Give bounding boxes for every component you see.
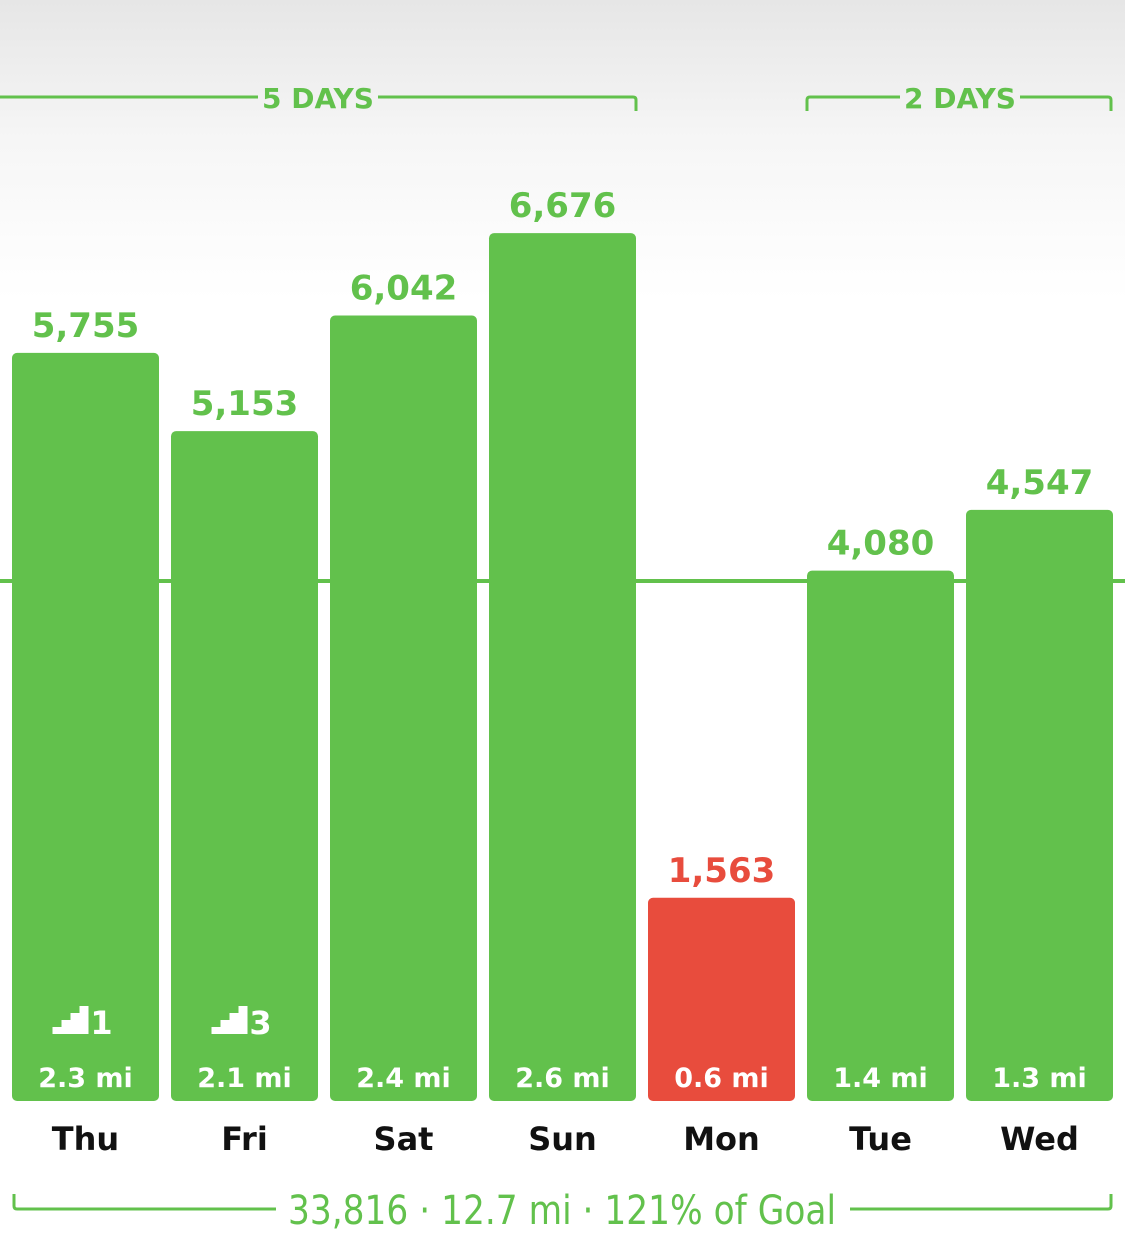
bar-fri (171, 431, 318, 1101)
streak-bracket-1 (0, 95, 638, 111)
day-label-tue: Tue (849, 1120, 912, 1158)
value-label-sun: 6,676 (509, 186, 617, 226)
streak-label-1: 5 DAYS (262, 82, 374, 115)
stairs-icon (52, 1006, 89, 1034)
flights-label-fri: 3 (249, 1004, 271, 1042)
stairs-icon (211, 1006, 248, 1034)
bar-tue (807, 570, 954, 1101)
summary-label: 33,816 · 12.7 mi · 121% of Goal (288, 1188, 836, 1234)
day-label-mon: Mon (683, 1120, 760, 1158)
value-label-wed: 4,547 (986, 463, 1094, 503)
flights-label-thu: 1 (90, 1004, 112, 1042)
day-label-sat: Sat (374, 1120, 434, 1158)
bar-mon (648, 897, 795, 1101)
day-label-sun: Sun (528, 1120, 597, 1158)
value-label-fri: 5,153 (191, 384, 299, 424)
distance-label-fri: 2.1 mi (197, 1063, 292, 1094)
distance-label-mon: 0.6 mi (674, 1063, 769, 1094)
bar-sat (330, 315, 477, 1101)
value-label-thu: 5,755 (32, 306, 140, 346)
day-label-fri: Fri (221, 1120, 268, 1158)
distance-label-wed: 1.3 mi (992, 1063, 1087, 1094)
bar-wed (966, 509, 1113, 1101)
summary-bracket (12, 1194, 1113, 1211)
value-label-mon: 1,563 (668, 851, 776, 891)
streak-label-2: 2 DAYS (904, 82, 1016, 115)
bar-sun (489, 233, 636, 1101)
day-label-thu: Thu (52, 1120, 119, 1158)
bar-thu (12, 352, 159, 1102)
day-label-wed: Wed (1000, 1120, 1079, 1158)
distance-label-sat: 2.4 mi (356, 1063, 451, 1094)
streak-bracket-2 (805, 95, 1113, 111)
distance-label-tue: 1.4 mi (833, 1063, 928, 1094)
distance-label-sun: 2.6 mi (515, 1063, 610, 1094)
value-label-sat: 6,042 (350, 269, 458, 309)
value-label-tue: 4,080 (827, 524, 935, 564)
distance-label-thu: 2.3 mi (38, 1063, 133, 1094)
